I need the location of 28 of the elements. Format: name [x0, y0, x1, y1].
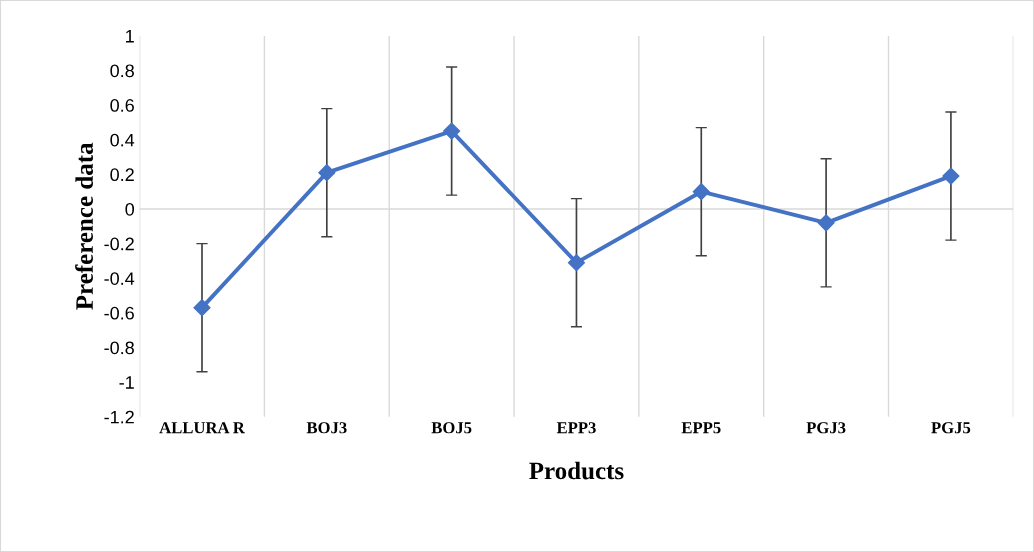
point [567, 254, 586, 272]
x-tick-label: ALLURA R [159, 422, 245, 434]
x-tick-label: PGJ3 [806, 422, 846, 434]
x-axis-title: Products [529, 461, 624, 480]
x-tick-label: BOJ5 [431, 422, 472, 434]
x-tick-label: PGJ5 [931, 422, 971, 434]
y-tick-label: -0.4 [104, 272, 135, 285]
y-tick-label: 0.8 [110, 64, 134, 78]
y-tick-label: -0.2 [104, 237, 134, 251]
point [817, 214, 835, 232]
y-tick-label: -1.2 [104, 410, 134, 424]
y-tick-label: 0.4 [110, 133, 135, 147]
x-tick-label: BOJ3 [306, 422, 347, 434]
y-tick-label: -1 [119, 376, 134, 389]
y-tick-label: 0.6 [110, 99, 134, 112]
x-tick-label: EPP5 [681, 422, 721, 434]
point [193, 299, 211, 317]
y-tick-label: -0.8 [104, 341, 134, 355]
x-tick-label: EPP3 [556, 422, 596, 434]
point [318, 164, 336, 182]
y-tick-label: -0.6 [104, 306, 134, 320]
y-tick-label: 0 [125, 202, 135, 216]
point [942, 167, 960, 185]
point [692, 183, 710, 201]
y-axis-title: Preference data [75, 142, 93, 310]
y-tick-label: 1 [126, 30, 134, 43]
y-tick-label: 0.2 [110, 168, 134, 182]
point [443, 122, 461, 140]
